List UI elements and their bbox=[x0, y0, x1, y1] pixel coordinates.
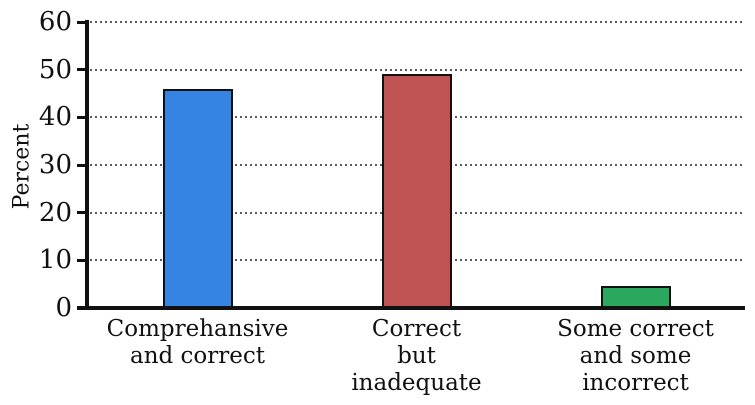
category-label-some-correct-and-some-incorrect: Some correct and some incorrect bbox=[557, 316, 714, 396]
y-tick-label-60: 60 bbox=[38, 7, 72, 37]
category-slot-comprehansive-and-correct bbox=[88, 22, 307, 308]
y-tick-label-50: 50 bbox=[38, 54, 72, 85]
y-tick-label-10: 10 bbox=[38, 245, 72, 276]
bar-some-correct-and-some-incorrect bbox=[600, 285, 671, 308]
y-tick-30 bbox=[77, 163, 88, 167]
y-tick-0 bbox=[77, 306, 88, 310]
y-tick-label-20: 20 bbox=[38, 197, 72, 228]
category-label-comprehansive-and-correct: Comprehansive and correct bbox=[106, 316, 289, 369]
gridline-50 bbox=[90, 68, 743, 71]
y-tick-50 bbox=[77, 68, 88, 72]
category-slot-correct-but-inadequate bbox=[307, 22, 526, 308]
x-category-labels: Comprehansive and correct Correct but in… bbox=[88, 316, 745, 397]
bar-correct-but-inadequate bbox=[381, 74, 452, 308]
plot-area bbox=[88, 21, 745, 308]
bar-series bbox=[88, 22, 745, 308]
y-tick-10 bbox=[77, 258, 88, 262]
y-tick-60 bbox=[77, 20, 88, 24]
category-slot-some-correct-and-some-incorrect bbox=[526, 22, 745, 308]
y-tick-label-30: 30 bbox=[38, 150, 72, 180]
gridline-60 bbox=[90, 21, 743, 23]
y-tick-40 bbox=[77, 115, 88, 119]
category-label-correct-but-inadequate: Correct but inadequate bbox=[351, 316, 482, 396]
y-tick-label-40: 40 bbox=[38, 102, 72, 133]
bar-comprehansive-and-correct bbox=[162, 88, 233, 308]
y-tick-label-0: 0 bbox=[55, 293, 72, 323]
y-tick-20 bbox=[77, 211, 88, 215]
x-axis-line bbox=[77, 306, 745, 310]
